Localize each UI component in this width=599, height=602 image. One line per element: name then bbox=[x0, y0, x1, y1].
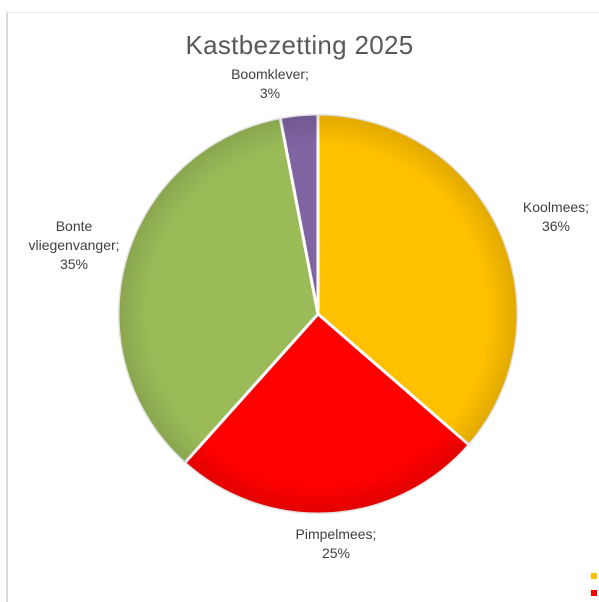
slice-label-line: Boomklever; bbox=[231, 66, 309, 82]
slice-label-bonte-vliegenvanger: Bonte vliegenvanger; 35% bbox=[28, 218, 119, 272]
slice-label-line: 35% bbox=[60, 256, 88, 272]
chart-title: Kastbezetting 2025 bbox=[185, 30, 414, 60]
slice-label-line: Bonte bbox=[56, 218, 93, 234]
slice-label-line: Koolmees; bbox=[523, 199, 589, 215]
pie-edge-shade bbox=[118, 114, 518, 514]
slice-label-line: Pimpelmees; bbox=[296, 526, 377, 542]
slice-label-pimpelmees: Pimpelmees; 25% bbox=[296, 526, 377, 561]
legend-swatch-pimpelmees bbox=[591, 590, 597, 596]
slice-label-line: 3% bbox=[260, 85, 280, 101]
chart-border-top bbox=[6, 12, 599, 13]
slice-label-boomklever: Boomklever; 3% bbox=[231, 66, 309, 101]
slice-label-koolmees: Koolmees; 36% bbox=[523, 199, 589, 234]
legend-swatch-koolmees bbox=[591, 573, 597, 579]
slice-label-line: 36% bbox=[542, 218, 570, 234]
slice-label-line: vliegenvanger; bbox=[28, 237, 119, 253]
chart-border-left bbox=[6, 12, 8, 602]
slice-label-line: 25% bbox=[322, 545, 350, 561]
